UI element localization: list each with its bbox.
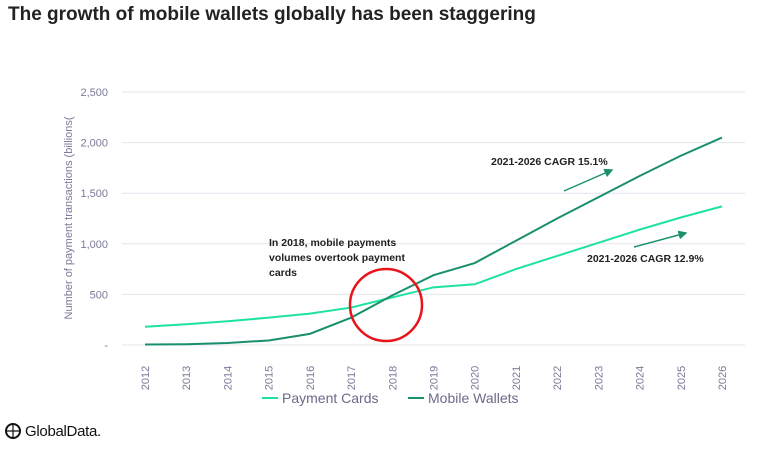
- series-line-payment-cards: [144, 205, 723, 328]
- annotation-crossover: volumes overtook payment: [269, 252, 405, 264]
- x-tick-label: 2014: [222, 366, 234, 390]
- x-tick-label: 2022: [552, 366, 564, 390]
- legend-label: Mobile Wallets: [428, 390, 519, 406]
- chart-title: The growth of mobile wallets globally ha…: [8, 4, 536, 25]
- x-tick-label: 2015: [264, 366, 276, 390]
- annotation-crossover: In 2018, mobile payments: [269, 237, 396, 249]
- x-tick-label: 2017: [346, 366, 358, 390]
- x-tick-label: 2013: [181, 366, 193, 390]
- x-tick-label: 2019: [429, 366, 441, 390]
- globaldata-logo-icon: [5, 423, 21, 439]
- annotation-cagr-mobile: 2021-2026 CAGR 15.1%: [491, 156, 608, 168]
- y-tick-label: 1,500: [80, 188, 108, 200]
- globaldata-logo: GlobalData.: [4, 422, 101, 440]
- x-tick-label: 2025: [676, 366, 688, 390]
- arrow-mobile: [563, 168, 614, 192]
- y-tick-label: 2,000: [80, 138, 108, 150]
- y-tick-label: 1,000: [80, 239, 108, 251]
- arrow-cards: [633, 230, 688, 248]
- legend-label: Payment Cards: [282, 390, 378, 406]
- y-tick-label: 500: [90, 289, 108, 301]
- y-tick-label: -: [104, 340, 108, 352]
- x-tick-label: 2023: [593, 366, 605, 390]
- annotation-cagr-cards: 2021-2026 CAGR 12.9%: [587, 253, 704, 265]
- x-tick-label: 2016: [305, 366, 317, 390]
- x-tick-label: 2012: [140, 366, 152, 390]
- series-line-mobile-wallets: [144, 136, 723, 346]
- x-tick-label: 2026: [717, 366, 729, 390]
- y-axis-label: Number of payment transactions (billions…: [63, 116, 75, 319]
- logo-text: GlobalData.: [25, 422, 101, 440]
- annotation-crossover: cards: [269, 267, 297, 279]
- x-tick-label: 2020: [470, 366, 482, 390]
- x-tick-label: 2021: [511, 366, 523, 390]
- x-tick-label: 2024: [635, 366, 647, 390]
- highlight-circle: [348, 267, 424, 343]
- x-tick-label: 2018: [387, 366, 399, 390]
- y-tick-label: 2,500: [80, 87, 108, 99]
